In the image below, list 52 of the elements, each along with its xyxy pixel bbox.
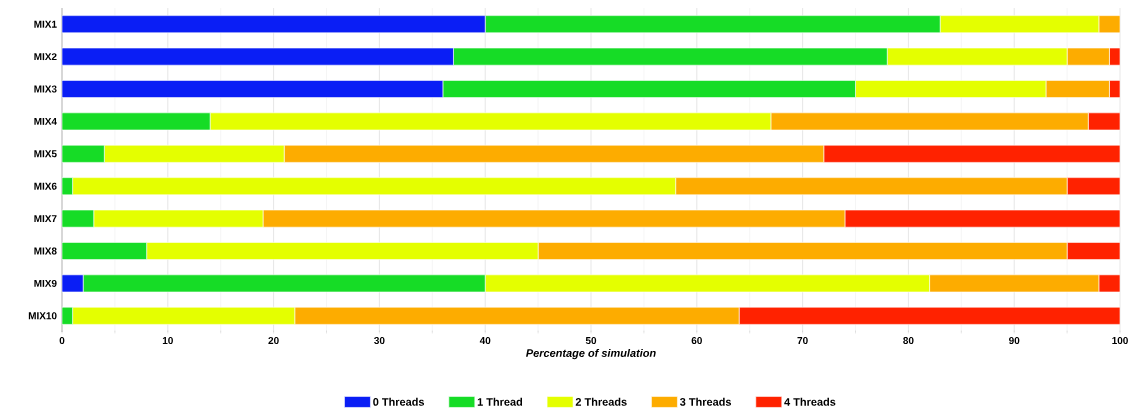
bar	[484, 15, 941, 34]
x-tick-label: 80	[903, 337, 914, 345]
bar	[823, 144, 1121, 163]
bar	[1045, 80, 1110, 98]
x-tick-label: 70	[797, 337, 808, 345]
x-tick-label: 10	[162, 337, 173, 345]
bar	[453, 47, 888, 66]
bar	[62, 112, 211, 131]
y-tick-label: MIX5	[34, 150, 57, 158]
bar	[929, 274, 1100, 293]
y-tick-label: MIX9	[34, 279, 57, 287]
bar	[1066, 47, 1110, 66]
bar	[262, 209, 846, 228]
bar	[62, 242, 147, 260]
legend-label: 3 Threads	[679, 397, 732, 406]
bar	[442, 80, 856, 98]
y-tick-label: MIX3	[34, 85, 57, 93]
bar	[62, 80, 444, 98]
x-tick-label: 0	[59, 337, 65, 345]
bar	[82, 274, 486, 293]
bar	[770, 112, 1089, 131]
bar	[537, 242, 1068, 260]
bar	[738, 306, 1121, 325]
bar	[484, 274, 930, 293]
x-tick-label: 40	[479, 337, 491, 345]
y-tick-label: MIX6	[34, 182, 57, 190]
legend-label: 1 Thread	[477, 397, 523, 406]
bar	[62, 15, 486, 34]
bar	[294, 306, 740, 325]
x-tick-label: 30	[374, 337, 385, 345]
bar	[844, 209, 1121, 228]
x-tick-label: 100	[1112, 337, 1128, 345]
y-tick-label: MIX4	[34, 117, 57, 125]
bar	[675, 177, 1068, 196]
x-tick-label: 60	[691, 337, 702, 345]
x-tick-label: 20	[268, 337, 279, 345]
y-tick-label: MIX10	[28, 312, 57, 320]
bar	[1066, 242, 1121, 260]
bar	[1066, 177, 1121, 196]
legend-label: 0 Threads	[373, 397, 425, 406]
x-axis-title: Percentage of simulation	[526, 348, 656, 360]
bar	[283, 144, 825, 163]
x-tick-label: 90	[1009, 337, 1020, 345]
y-tick-label: MIX2	[34, 53, 57, 61]
legend-label: 2 Threads	[575, 397, 627, 406]
bar	[62, 47, 454, 66]
y-tick-label: MIX1	[34, 20, 57, 28]
x-tick-label: 50	[585, 337, 597, 345]
legend-label: 4 Threads	[784, 397, 836, 406]
y-tick-label: MIX8	[34, 247, 57, 255]
bar	[62, 144, 105, 163]
y-tick-label: MIX7	[34, 215, 57, 223]
